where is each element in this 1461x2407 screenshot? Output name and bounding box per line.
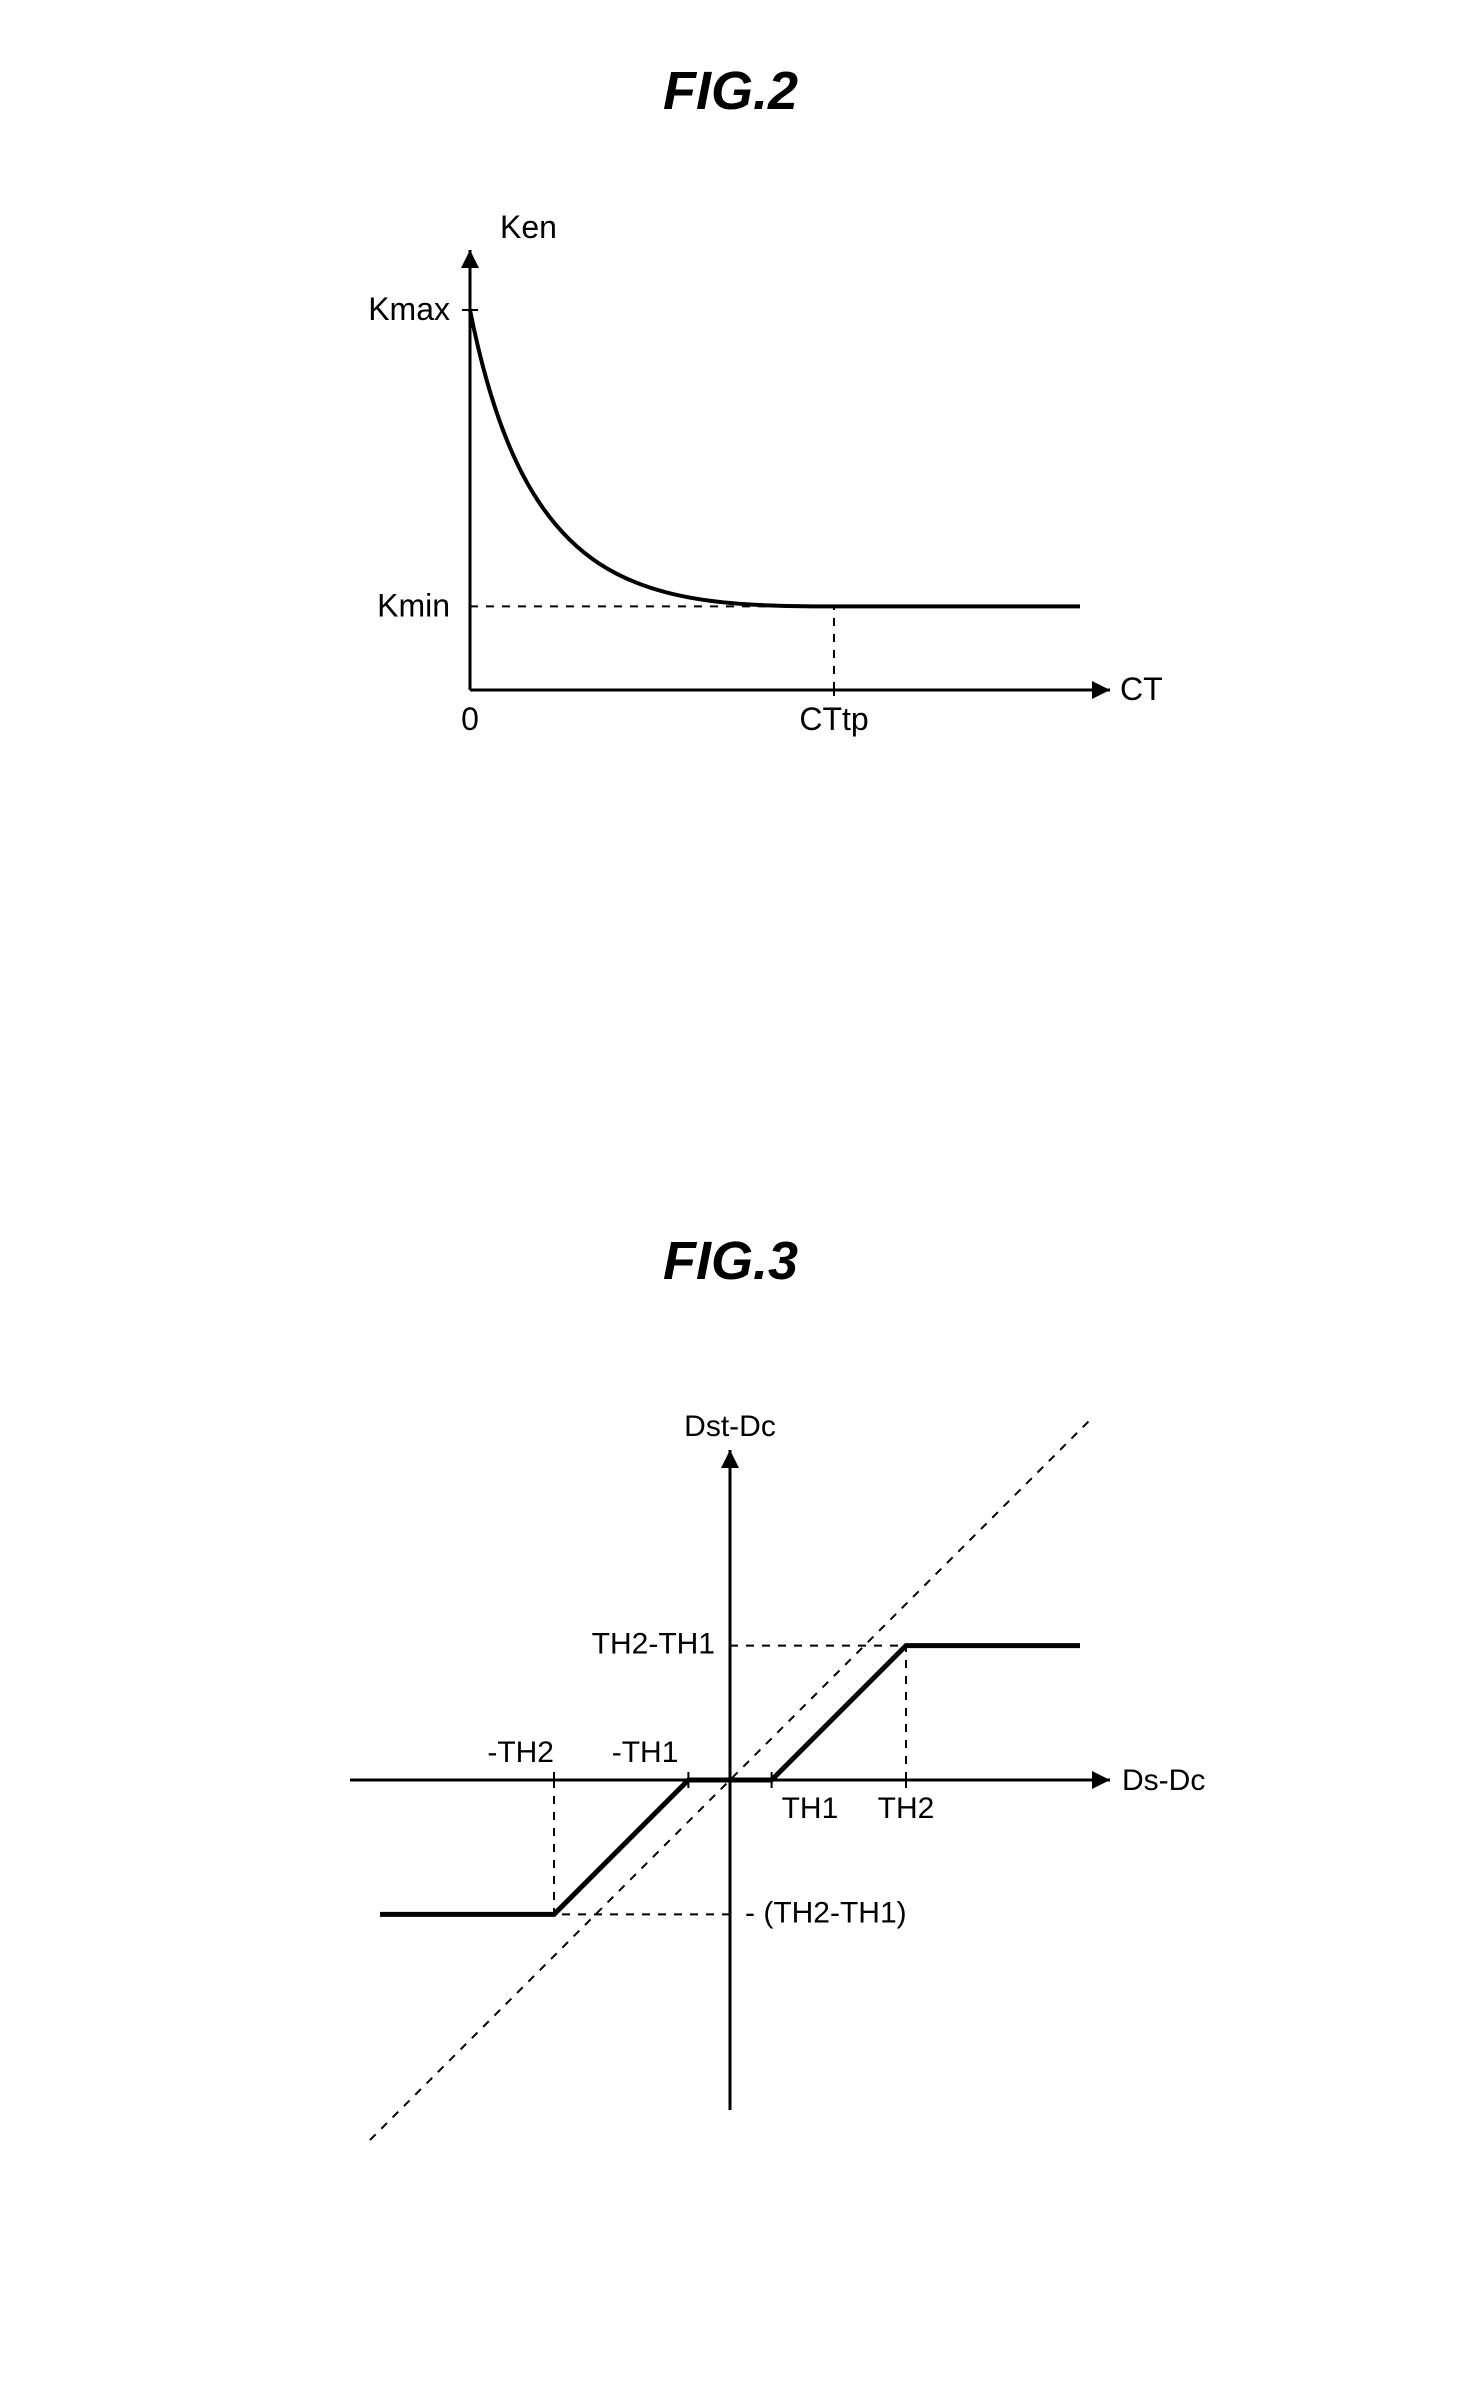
fig2-x-label: CT xyxy=(1120,671,1163,707)
fig3-th1p-label: TH1 xyxy=(782,1792,839,1825)
fig2-y-arrow xyxy=(461,250,479,268)
fig3-y-arrow xyxy=(721,1450,739,1468)
fig2-kmin-label: Kmin xyxy=(377,587,450,623)
fig2-origin-label: 0 xyxy=(461,701,479,737)
fig3-ytick-pos: TH2-TH1 xyxy=(592,1628,715,1661)
fig3-title: FIG.3 xyxy=(0,1230,1461,1292)
fig2-cttp-label: CTtp xyxy=(799,701,868,737)
fig3-chart: Dst-DcDs-DcTH2-TH1- (TH2-TH1)TH1TH2-TH1-… xyxy=(230,1380,1230,2180)
page: FIG.2 Ken CT Kmax Kmin 0 CTtp FIG.3 Dst-Dc Ds-… xyxy=(0,0,1461,2407)
fig3-y-label: Dst-Dc xyxy=(684,1410,776,1443)
fig2-x-arrow xyxy=(1092,681,1110,699)
fig2-title: FIG.2 xyxy=(0,60,1461,122)
fig2-curve xyxy=(470,310,1080,606)
fig3-ytick-neg: - (TH2-TH1) xyxy=(745,1896,907,1929)
fig2-y-label: Ken xyxy=(500,209,557,245)
fig3-x-label: Ds-Dc xyxy=(1122,1764,1205,1797)
fig2-chart: Ken CT Kmax Kmin 0 CTtp xyxy=(290,190,1190,790)
fig2-kmax-label: Kmax xyxy=(368,291,450,327)
fig3-th2n-label: -TH2 xyxy=(487,1736,554,1769)
fig3-th1n-label: -TH1 xyxy=(612,1736,679,1769)
fig3-x-arrow xyxy=(1092,1771,1110,1789)
fig3-th2p-label: TH2 xyxy=(878,1792,935,1825)
